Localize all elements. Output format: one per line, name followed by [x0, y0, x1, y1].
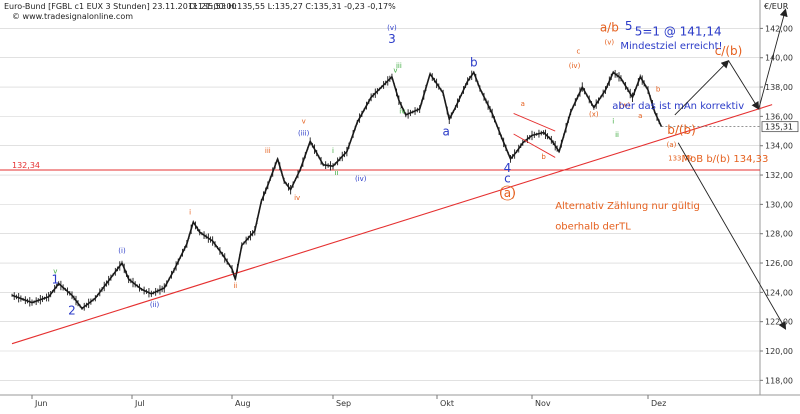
x-tick-label: Okt [440, 399, 454, 408]
wave-label: i [612, 118, 614, 126]
annotation-target: 5=1 @ 141,14 [635, 25, 722, 39]
y-tick-label: 118,00 [765, 376, 793, 385]
wave-label: (x) [589, 110, 599, 118]
wave-label: (v) [387, 24, 397, 32]
wave-label: b [541, 153, 546, 161]
wave-label: ii [615, 131, 619, 139]
annotation-reached: Mindestziel erreicht! [620, 41, 722, 52]
wave-label: iv [399, 107, 405, 115]
annotation-mob_level: 133,79 [668, 154, 693, 162]
wave-label: (iv) [355, 175, 367, 183]
wave-label: iv [294, 194, 300, 202]
wave-label: a [638, 112, 642, 120]
y-tick-label: 138,00 [765, 83, 793, 92]
wave-label: b [656, 85, 661, 93]
wave-label: (ii) [150, 301, 160, 309]
grid [0, 28, 760, 381]
plot-area: 132,34 135,31 [0, 69, 799, 345]
x-axis: Jun Jul Aug Sep Okt Nov Dez [0, 394, 800, 408]
channel-bottom [513, 133, 556, 158]
wave-label: (iv) [569, 62, 581, 70]
wave-label: b/(b) [667, 123, 696, 137]
wave-label: i [332, 147, 334, 155]
annotation-alt2: oberhalb derTL [555, 221, 631, 232]
source-credit: © www.tradesignalonline.com [12, 12, 133, 21]
channel-top [513, 113, 556, 132]
x-tick-label: Sep [336, 399, 351, 408]
wave-label: 1 [52, 273, 60, 287]
wave-label: iii [265, 147, 271, 155]
price-quote: O:135,53 H:135,55 L:135,27 C:135,31 -0,2… [189, 2, 396, 11]
wave-label: (w) [619, 102, 630, 110]
wave-label: c [576, 47, 580, 55]
trendline [11, 104, 773, 345]
projection-arrow [674, 59, 730, 116]
y-tick-label: 126,00 [765, 259, 793, 268]
current-price-box [761, 121, 799, 133]
y-tick-label: 128,00 [765, 230, 793, 239]
projection-arrow [677, 142, 787, 330]
wave-label: v [302, 118, 306, 126]
wave-label: c [504, 171, 511, 185]
level-line-label: 132,34 [12, 161, 40, 170]
annotation-correction: aber das ist mAn korrektiv [612, 101, 744, 112]
wave-labels: v12(i)(ii)iiiv(iii)iiiiiiiv(iv)(v)3iiivi… [52, 19, 743, 317]
wave-label: i [189, 209, 191, 217]
y-tick-label: 142,00 [765, 24, 793, 33]
projection-arrow [758, 8, 788, 110]
x-tick-label: Nov [535, 399, 551, 408]
current-price-label: 135,31 [765, 123, 793, 132]
chart-title: Euro-Bund [FGBL c1 EUX 3 Stunden] 23.11.… [4, 2, 237, 11]
wave-label: ii [335, 169, 339, 177]
x-tick-label: Jul [134, 399, 145, 408]
wave-label: (i) [118, 247, 126, 255]
currency-label: €/EUR [764, 2, 789, 11]
annotation-alt1: Alternativ Zählung nur gültig [555, 201, 700, 212]
wave-label: c/(b) [715, 44, 743, 58]
y-tick-label: 122,00 [765, 318, 793, 327]
wave-label: a/b [600, 20, 619, 34]
wave-label: (a) [667, 141, 677, 149]
x-tick-label: Dez [651, 399, 666, 408]
wave-label: 4 [504, 161, 512, 175]
wave-label: iii [396, 62, 402, 70]
y-tick-label: 124,00 [765, 288, 793, 297]
wave-label: 5 [625, 19, 633, 33]
y-tick-label: 134,00 [765, 142, 793, 151]
wave-label: v [393, 66, 397, 74]
x-tick-label: Jun [34, 399, 48, 408]
y-tick-label: 130,00 [765, 200, 793, 209]
annotations: 5=1 @ 141,14 Mindestziel erreicht! aber da… [555, 8, 788, 330]
wave-label: a [443, 124, 450, 138]
projection-arrow [728, 60, 760, 110]
wave-label: 3 [388, 32, 396, 46]
annotation-mob: MoB b/(b) 134,33 [682, 154, 769, 165]
wave-label: v [53, 267, 57, 275]
wave-label: b [470, 56, 478, 70]
y-tick-label: 132,00 [765, 171, 793, 180]
wave-label: ii [233, 282, 237, 290]
wave-label: a [521, 100, 525, 108]
wave-label: (a) [499, 186, 516, 200]
wave-label: 2 [68, 303, 76, 317]
y-tick-label: 140,00 [765, 54, 793, 63]
wave-circle [500, 185, 515, 201]
wave-label: (v) [605, 39, 615, 47]
wave-label: (iii) [298, 129, 310, 137]
x-tick-label: Aug [235, 399, 251, 408]
price-bars [11, 69, 660, 311]
y-tick-label: 120,00 [765, 347, 793, 356]
y-tick-label: 136,00 [765, 112, 793, 121]
